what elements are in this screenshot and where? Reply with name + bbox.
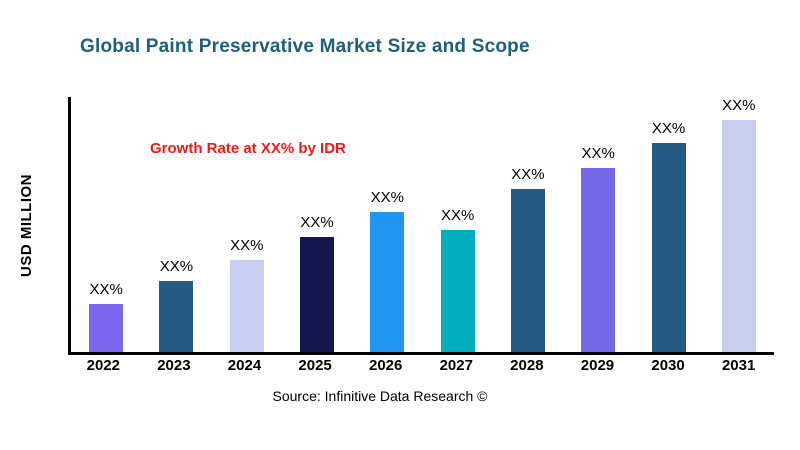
bar-value-label-2022: XX%: [89, 281, 123, 298]
bar-column-2030: XX%: [633, 97, 703, 352]
bar-2022: [89, 304, 124, 352]
bar-value-label-2028: XX%: [511, 166, 545, 183]
plot-area: XX% XX% XX% XX% XX% XX% XX% XX% XX% XX%: [68, 97, 774, 355]
bar-column-2027: XX%: [422, 97, 492, 352]
bar-column-2023: XX%: [141, 97, 211, 352]
bar-2028: [510, 189, 545, 352]
bar-column-2026: XX%: [352, 97, 422, 352]
bar-value-label-2023: XX%: [159, 258, 194, 275]
x-tick-2029: 2029: [580, 357, 615, 374]
bar-value-label-2030: XX%: [651, 120, 686, 137]
source-attribution: Source: Infinitive Data Research ©: [272, 388, 488, 404]
y-axis-label-text: USD MILLION: [17, 173, 35, 277]
bar-2027: [440, 230, 475, 352]
bar-value-label-2029: XX%: [581, 145, 615, 162]
bar-value-label-2031: XX%: [722, 97, 756, 114]
bar-value-label-2026: XX%: [370, 189, 405, 206]
bar-column-2028: XX%: [493, 97, 563, 352]
bar-column-2024: XX%: [212, 97, 282, 352]
y-axis-label: USD MILLION: [14, 95, 38, 355]
x-tick-2030: 2030: [651, 357, 685, 374]
x-tick-2025: 2025: [298, 357, 332, 374]
growth-rate-annotation: Growth Rate at XX% by IDR: [150, 140, 346, 157]
x-tick-2022: 2022: [86, 357, 120, 374]
bar-value-label-2024: XX%: [230, 237, 264, 254]
x-tick-2023: 2023: [157, 357, 191, 374]
bar-2024: [229, 260, 264, 352]
bar-2029: [581, 168, 616, 352]
x-tick-2024: 2024: [227, 357, 262, 374]
x-axis-ticks: 2022 2023 2024 2025 2026 2027 2028 2029 2030 2031: [68, 357, 774, 374]
x-tick-2031: 2031: [721, 357, 756, 374]
bar-value-label-2027: XX%: [440, 207, 475, 224]
bar-2026: [370, 212, 405, 352]
x-tick-2026: 2026: [368, 357, 403, 374]
bar-2025: [300, 237, 335, 352]
bar-2030: [651, 143, 686, 352]
bar-column-2025: XX%: [282, 97, 352, 352]
bar-2023: [159, 281, 194, 352]
bar-column-2029: XX%: [563, 97, 633, 352]
x-tick-2027: 2027: [439, 357, 473, 374]
bar-column-2031: XX%: [704, 97, 774, 352]
chart-title: Global Paint Preservative Market Size an…: [80, 36, 530, 57]
bar-column-2022: XX%: [71, 97, 141, 352]
bar-2031: [721, 120, 756, 352]
bar-value-label-2025: XX%: [300, 214, 334, 231]
x-tick-2028: 2028: [510, 357, 544, 374]
